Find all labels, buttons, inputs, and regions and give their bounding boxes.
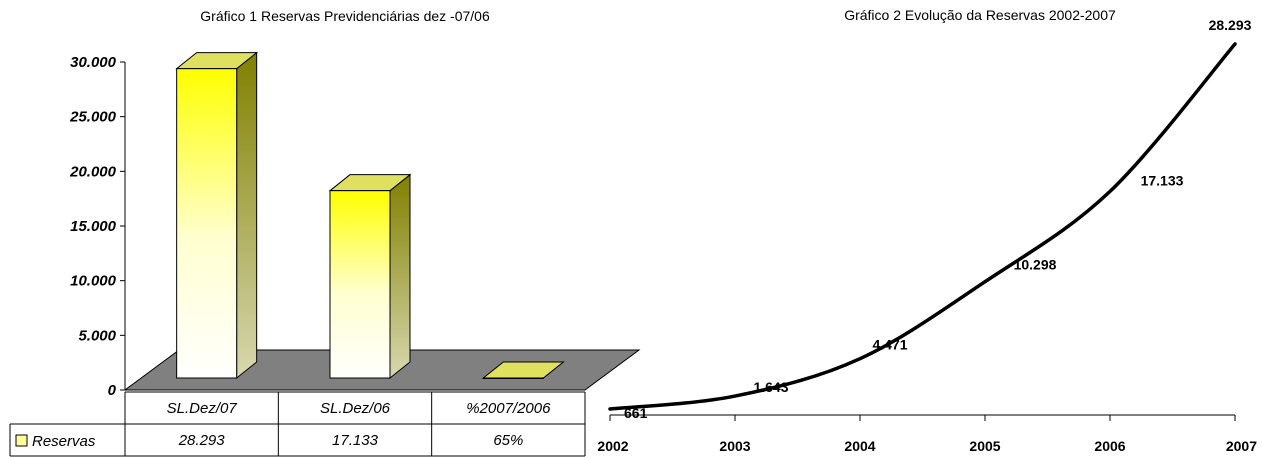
y-tick-label: 15.000 bbox=[70, 218, 117, 235]
bar-SL.Dez/07 bbox=[175, 51, 259, 380]
bar-chart-reservas: Gráfico 1 Reservas Previdenciárias dez -… bbox=[9, 8, 641, 457]
y-tick-label: 10.000 bbox=[70, 273, 117, 290]
bar-SL.Dez/06 bbox=[328, 173, 412, 380]
data-label: 17.133 bbox=[1141, 172, 1184, 188]
bar-front bbox=[482, 377, 544, 379]
x-tick-label: 2004 bbox=[844, 438, 875, 454]
chart2-series-line bbox=[608, 42, 1237, 411]
x-tick-label: 2003 bbox=[719, 438, 750, 454]
series-line bbox=[608, 42, 1237, 411]
data-label: 10.298 bbox=[1014, 257, 1057, 273]
chart1-y-axis: 0 5.000 10.000 15.000 20.000 25.000 30.000 bbox=[69, 54, 126, 399]
bar-front bbox=[176, 68, 238, 379]
table-header-cell: SL.Dez/07 bbox=[167, 400, 238, 417]
bar-%2007/2006 bbox=[481, 360, 565, 380]
data-label: 1.643 bbox=[753, 379, 788, 395]
y-tick-label: 30.000 bbox=[70, 54, 117, 71]
table-header-cell: %2007/2006 bbox=[466, 400, 551, 417]
y-tick-label: 0 bbox=[108, 382, 117, 399]
y-tick-label: 20.000 bbox=[69, 163, 117, 180]
y-tick-label: 25.000 bbox=[69, 109, 117, 126]
table-value-cell: 17.133 bbox=[332, 432, 379, 449]
chart2-x-axis: 2002 2003 2004 2005 2006 2007 bbox=[597, 414, 1257, 454]
legend-key bbox=[15, 434, 28, 447]
legend-series-name: Reservas bbox=[32, 433, 96, 450]
chart1-title: Gráfico 1 Reservas Previdenciárias dez -… bbox=[200, 8, 490, 24]
chart2-title: Gráfico 2 Evolução da Reservas 2002-2007 bbox=[844, 7, 1116, 23]
x-tick-label: 2006 bbox=[1094, 438, 1125, 454]
x-tick-label: 2007 bbox=[1226, 438, 1257, 454]
bar-side bbox=[236, 51, 258, 380]
line-chart-evolucao: Gráfico 2 Evolução da Reservas 2002-2007… bbox=[597, 7, 1257, 454]
data-label: 661 bbox=[624, 405, 648, 421]
bar-front bbox=[329, 190, 391, 379]
table-value-cell: 65% bbox=[493, 432, 523, 449]
table-value-cell: 28.293 bbox=[178, 432, 226, 449]
y-tick-label: 5.000 bbox=[78, 327, 116, 344]
chart1-data-table: SL.Dez/07 SL.Dez/06 %2007/2006 Reservas 28.2… bbox=[9, 391, 586, 457]
data-label: 4.471 bbox=[872, 337, 907, 353]
chart2-data-labels: 661 1.643 4.471 10.298 17.133 28.293 bbox=[624, 17, 1252, 421]
data-label: 28.293 bbox=[1209, 17, 1252, 33]
x-tick-label: 2005 bbox=[969, 438, 1000, 454]
chart1-bars bbox=[175, 51, 565, 380]
table-header-cell: SL.Dez/06 bbox=[320, 400, 391, 417]
x-tick-label: 2002 bbox=[597, 438, 628, 454]
bar-side bbox=[389, 173, 411, 380]
